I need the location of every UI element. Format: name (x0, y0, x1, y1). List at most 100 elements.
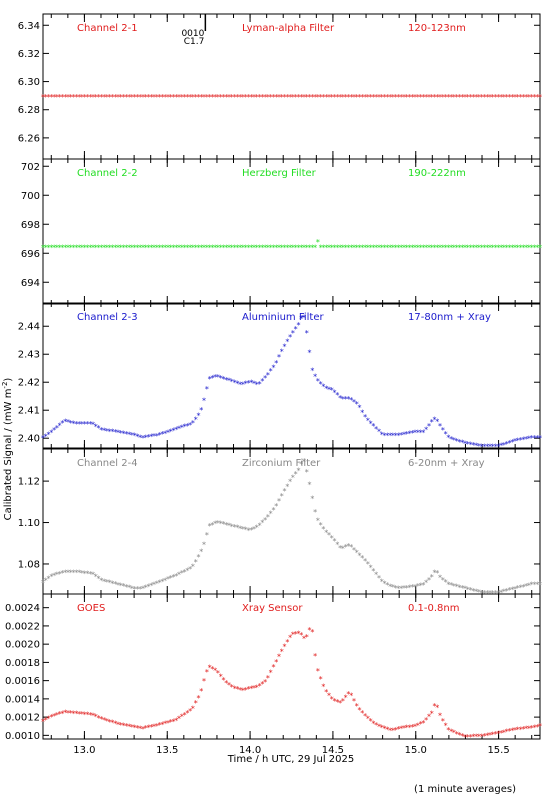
data-point: * (66, 243, 70, 252)
data-point: * (177, 243, 181, 252)
data-point: * (485, 243, 489, 252)
data-point: * (377, 722, 381, 731)
data-point: * (171, 573, 175, 582)
data-point: * (455, 437, 459, 446)
data-point: * (122, 582, 126, 591)
data-point: * (338, 544, 342, 553)
data-point: * (110, 579, 114, 588)
data-point: * (369, 717, 373, 726)
data-point: * (427, 422, 431, 431)
data-point: * (277, 353, 281, 362)
y-tick-label: 2.40 (18, 434, 40, 445)
data-point: * (505, 243, 509, 252)
data-point: * (513, 93, 517, 102)
data-point: * (44, 577, 48, 586)
data-point: * (116, 581, 120, 590)
data-point: * (149, 433, 153, 442)
data-point: * (324, 688, 328, 697)
data-point: * (344, 243, 348, 252)
data-point: * (69, 568, 73, 577)
data-point: * (388, 93, 392, 102)
data-point: * (158, 93, 162, 102)
data-point: * (102, 93, 106, 102)
data-point: * (269, 669, 273, 678)
data-point: * (516, 93, 520, 102)
data-point: * (296, 630, 300, 639)
data-point: * (341, 545, 345, 554)
data-point: * (174, 716, 178, 725)
data-point: * (457, 93, 461, 102)
data-point: * (374, 243, 378, 252)
data-point: * (316, 667, 320, 676)
data-point: * (133, 723, 137, 732)
data-point: * (499, 93, 503, 102)
data-point: * (335, 93, 339, 102)
y-tick-label: 0.0014 (5, 694, 40, 705)
data-point: * (269, 509, 273, 518)
data-point: * (366, 560, 370, 569)
data-point: * (455, 243, 459, 252)
data-point: * (202, 397, 206, 406)
data-point: * (141, 725, 145, 734)
data-point: * (88, 93, 92, 102)
data-point: * (460, 439, 464, 448)
data-point: * (494, 730, 498, 739)
data-point: * (380, 578, 384, 587)
data-point: * (249, 526, 253, 535)
data-point: * (524, 243, 528, 252)
plot-frame (42, 593, 541, 740)
data-point: * (427, 243, 431, 252)
y-tick-label: 0.0018 (5, 658, 40, 669)
data-point: * (308, 480, 312, 489)
data-point: * (333, 697, 337, 706)
data-point: * (519, 583, 523, 592)
data-point: * (202, 243, 206, 252)
data-point: * (496, 243, 500, 252)
data-point: * (358, 93, 362, 102)
data-point: * (122, 721, 126, 730)
data-point: * (280, 93, 284, 102)
data-point: * (271, 663, 275, 672)
data-point: * (519, 243, 523, 252)
data-point: * (49, 713, 53, 722)
data-point: * (494, 443, 498, 452)
data-point: * (191, 563, 195, 572)
svg-text:Calibrated Signal / (mW m-2): Calibrated Signal / (mW m-2) (1, 378, 14, 521)
filter-label: Zirconium Filter (242, 458, 321, 469)
data-point: * (83, 569, 87, 578)
data-point: * (74, 93, 78, 102)
data-point: * (388, 243, 392, 252)
data-point: * (291, 473, 295, 482)
data-point: * (463, 733, 467, 742)
data-point: * (119, 581, 123, 590)
data-point: * (122, 430, 126, 439)
data-point: * (258, 682, 262, 691)
data-point: * (41, 434, 45, 443)
data-point: * (213, 373, 217, 382)
data-point: * (374, 93, 378, 102)
data-point: * (52, 426, 56, 435)
data-point: * (169, 427, 173, 436)
data-point: * (263, 243, 267, 252)
data-point: * (419, 243, 423, 252)
plot-frame (42, 302, 541, 449)
data-point: * (474, 243, 478, 252)
footnote: (1 minute averages) (414, 784, 516, 795)
data-point: * (463, 243, 467, 252)
data-point: * (494, 93, 498, 102)
data-point: * (258, 93, 262, 102)
data-point: * (280, 492, 284, 501)
data-point: * (74, 420, 78, 429)
data-point: * (374, 425, 378, 434)
data-point: * (530, 93, 534, 102)
data-point: * (419, 582, 423, 591)
data-point: * (308, 626, 312, 635)
data-point: * (344, 543, 348, 552)
data-point: * (485, 93, 489, 102)
data-point: * (283, 342, 287, 351)
data-point: * (355, 400, 359, 409)
data-point: * (133, 585, 137, 594)
data-point: * (171, 243, 175, 252)
data-point: * (219, 519, 223, 528)
data-point: * (449, 435, 453, 444)
